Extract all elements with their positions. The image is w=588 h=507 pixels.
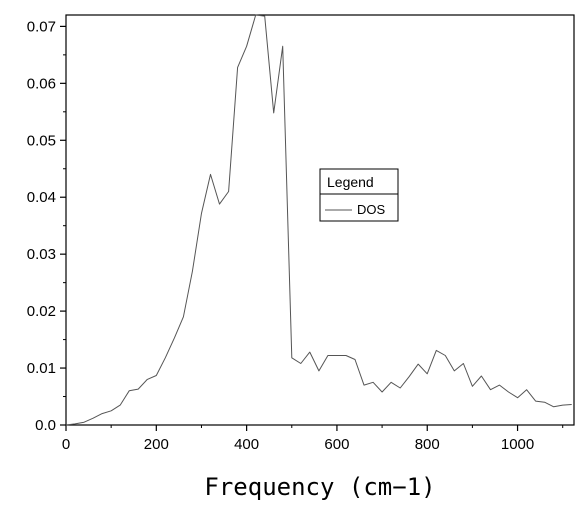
x-tick-label: 400 bbox=[234, 436, 259, 453]
x-tick-label: 600 bbox=[324, 436, 349, 453]
y-tick-label: 0.05 bbox=[27, 132, 56, 149]
legend-entry-dos: DOS bbox=[357, 202, 386, 217]
y-tick-label: 0.04 bbox=[27, 189, 56, 206]
x-axis-ticks: 0 200 400 600 800 1000 bbox=[62, 425, 564, 453]
legend-title: Legend bbox=[327, 174, 374, 190]
x-tick-label: 1000 bbox=[501, 436, 534, 453]
y-tick-label: 0.07 bbox=[27, 18, 56, 35]
y-tick-label: 0.02 bbox=[27, 303, 56, 320]
y-axis-ticks: 0.0 0.01 0.02 0.03 0.04 0.05 0.06 0.07 bbox=[27, 18, 66, 434]
series-layer bbox=[65, 14, 572, 426]
y-tick-label: 0.01 bbox=[27, 360, 56, 377]
legend: Legend DOS bbox=[319, 168, 399, 222]
series-line-dos bbox=[65, 14, 572, 426]
x-tick-label: 200 bbox=[144, 436, 169, 453]
plot-area-frame bbox=[65, 14, 575, 426]
legend-box bbox=[319, 168, 399, 222]
y-tick-label: 0.03 bbox=[27, 246, 56, 263]
y-tick-label: 0.06 bbox=[27, 75, 56, 92]
x-tick-label: 800 bbox=[415, 436, 440, 453]
x-tick-label: 0 bbox=[62, 436, 70, 453]
x-axis-title: Frequency (cm−1) bbox=[204, 473, 435, 501]
y-tick-label: 0.0 bbox=[35, 417, 56, 434]
